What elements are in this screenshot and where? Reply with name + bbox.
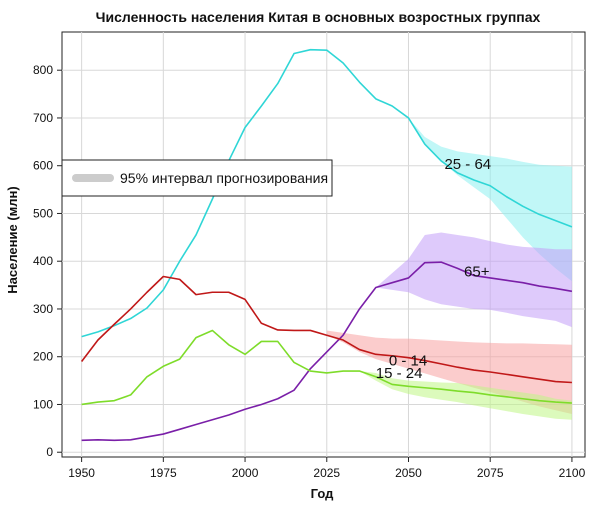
y-tick-label: 800 [33,63,53,77]
confidence-band [375,232,572,328]
confidence-band [375,98,572,282]
series-label: 25 - 64 [444,156,491,173]
series-line [81,48,573,338]
y-axis-label: Население (млн) [5,186,20,293]
series-label: 15 - 24 [376,365,423,382]
y-tick-label: 300 [33,302,53,316]
x-tick-label: 1950 [68,466,95,480]
x-tick-label: 2100 [559,466,586,480]
series-label: 65+ [464,263,490,280]
x-tick-label: 1975 [150,466,177,480]
plot-area: 1950 1975 2000 2025 2050 2075 2100 0 100 200 300 40… [33,31,586,480]
x-tick-label: 2025 [313,466,340,480]
x-tick-label: 2000 [232,466,259,480]
legend: 95% интервал прогнозирования [61,159,333,197]
x-axis-label: Год [311,486,334,501]
x-tick-label: 2075 [477,466,504,480]
y-tick-label: 700 [33,111,53,125]
y-tick-label: 500 [33,206,53,220]
chart-title: Численность населения Китая в основных в… [96,9,541,25]
y-tick-label: 600 [33,159,53,173]
series-line [81,329,572,406]
confidence-band [359,371,572,420]
series-label: 0 - 14 [389,352,427,369]
y-tick-label: 100 [33,397,53,411]
y-tick-label: 0 [46,445,53,459]
y-tick-label: 200 [33,350,53,364]
series-line [81,261,573,442]
y-tick-label: 400 [33,254,53,268]
x-tick-label: 2050 [395,466,422,480]
legend-label: 95% интервал прогнозирования [120,170,328,186]
series-line [80,275,572,384]
